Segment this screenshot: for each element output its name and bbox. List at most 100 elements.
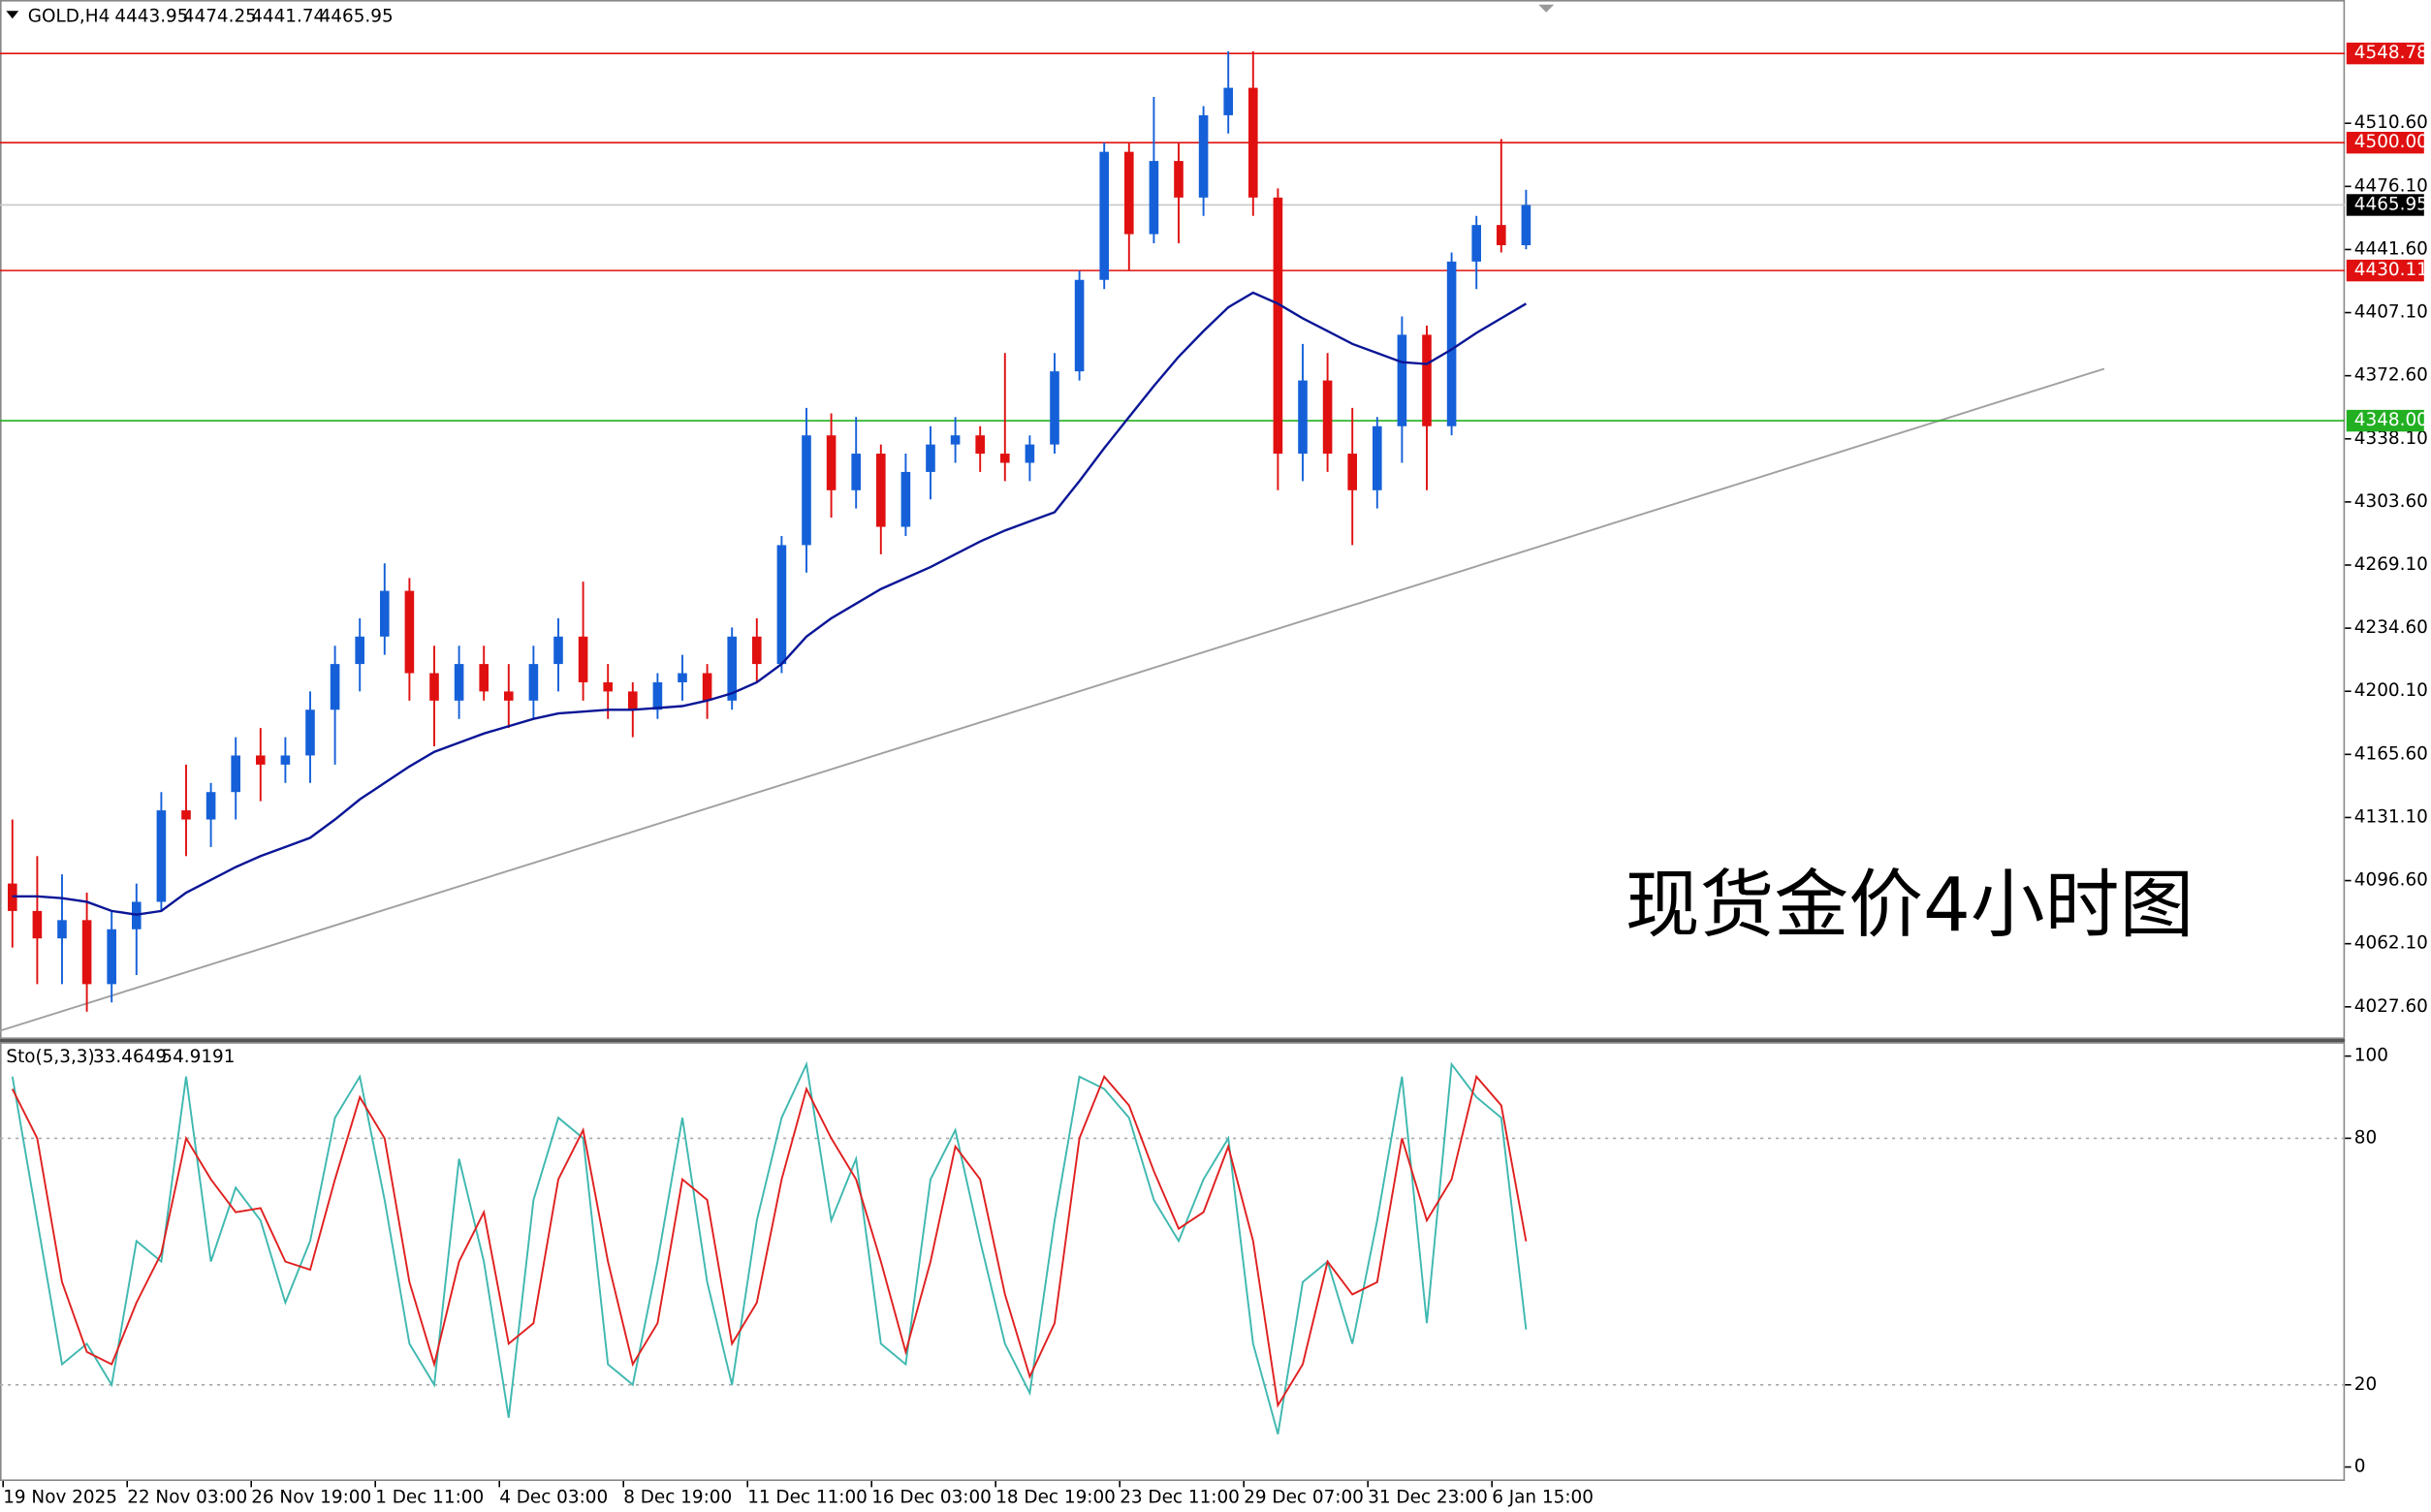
candle-body <box>205 792 216 820</box>
y-tick-label: 0 <box>2354 1457 2366 1477</box>
candle-body <box>926 444 935 472</box>
x-tick-label: 29 Dec 07:00 <box>1244 1488 1364 1508</box>
x-tick-label: 19 Nov 2025 <box>3 1488 117 1508</box>
y-tick-label: 4200.10 <box>2354 680 2428 701</box>
osc-title: Sto(5,3,3) <box>6 1047 94 1067</box>
candle-body <box>181 810 191 820</box>
candle-body <box>231 755 240 793</box>
x-tick-label: 18 Dec 19:00 <box>995 1488 1116 1508</box>
y-tick-label: 20 <box>2354 1374 2377 1395</box>
candle-body <box>330 664 340 710</box>
ohlc-low: 4441.74 <box>251 7 325 27</box>
candle-body <box>1198 114 1209 198</box>
ohlc-close: 4465.95 <box>320 7 394 27</box>
candle-body <box>1397 334 1407 426</box>
osc-main-value: 33.4649 <box>93 1047 167 1067</box>
candle-body <box>900 471 911 527</box>
price-label: 4500.00 <box>2354 132 2428 152</box>
x-tick-label: 23 Dec 11:00 <box>1120 1488 1240 1508</box>
candle-body <box>1322 380 1333 455</box>
y-tick-label: 80 <box>2354 1127 2377 1148</box>
candle-body <box>1273 197 1283 455</box>
osc-line <box>11 1060 1528 1434</box>
axes: 4510.60 4476.10 4441.60 4407.10 4372.60 4338.… <box>2 42 2428 1508</box>
y-tick-label: 4303.60 <box>2354 491 2428 512</box>
candle-body <box>628 691 638 710</box>
price-label-bg <box>2346 409 2424 432</box>
x-tick-label: 31 Dec 23:00 <box>1368 1488 1488 1508</box>
y-tick-label: 4096.60 <box>2354 870 2428 891</box>
candle-body <box>1497 225 1506 245</box>
candle-body <box>678 673 687 682</box>
candle-body <box>603 681 613 692</box>
candle-body <box>802 435 811 546</box>
scroll-marker <box>1538 4 1555 13</box>
x-tick-label: 16 Dec 03:00 <box>871 1488 992 1508</box>
candle-body <box>727 636 737 701</box>
candle-body <box>876 454 886 527</box>
price-plot <box>0 50 2346 1032</box>
symbol-title: GOLD,H4 <box>28 7 110 27</box>
candle-body <box>305 709 315 756</box>
candle-body <box>1174 161 1184 198</box>
x-tick-label: 26 Nov 19:00 <box>251 1488 371 1508</box>
y-tick-label: 4062.10 <box>2354 933 2428 954</box>
candle-body <box>479 664 489 692</box>
price-label-bg <box>2346 194 2424 216</box>
symbol-menu[interactable] <box>6 11 19 19</box>
y-tick-label: 4269.10 <box>2354 554 2428 575</box>
y-tick-label: 4165.60 <box>2354 743 2428 764</box>
osc-signal-value: 54.9191 <box>161 1047 235 1067</box>
candle-body <box>429 673 439 701</box>
price-label-bg <box>2346 259 2424 282</box>
candle-body <box>32 910 43 939</box>
candle-body <box>1050 371 1059 445</box>
y-tick-label: 100 <box>2354 1046 2388 1066</box>
x-tick-label: 22 Nov 03:00 <box>127 1488 247 1508</box>
candle-body <box>1298 380 1308 455</box>
candle-body <box>528 664 539 701</box>
x-tick-label: 1 Dec 11:00 <box>375 1488 484 1508</box>
candle-body <box>107 929 116 985</box>
candle-body <box>826 435 837 490</box>
candle-body <box>851 454 861 490</box>
candle-body <box>950 435 961 445</box>
candle-body <box>1000 454 1010 463</box>
price-label: 4348.00 <box>2354 410 2428 430</box>
osc-line <box>11 1074 1528 1408</box>
candle-body <box>380 590 390 637</box>
price-label: 4465.95 <box>2354 194 2428 214</box>
moving-average <box>12 291 1528 916</box>
candle-body <box>1149 161 1159 235</box>
candle-body <box>975 435 985 455</box>
candle-body <box>404 590 415 674</box>
price-label-bg <box>2346 132 2424 154</box>
candle-body <box>1446 261 1457 426</box>
candle-body <box>1124 151 1134 235</box>
price-label-bg <box>2346 42 2424 65</box>
y-tick-label: 4476.10 <box>2354 175 2428 196</box>
candle-body <box>1422 334 1432 426</box>
price-pane-border <box>0 0 2346 1039</box>
candle-body <box>553 636 563 665</box>
osc-pane-border <box>0 1042 2346 1482</box>
candle-body <box>504 691 514 701</box>
y-tick-label: 4338.10 <box>2354 428 2428 449</box>
y-tick-label: 4131.10 <box>2354 806 2428 827</box>
ohlc-high: 4474.25 <box>183 7 257 27</box>
x-tick-label: 4 Dec 03:00 <box>499 1488 608 1508</box>
candle-body <box>156 810 167 902</box>
candle-body <box>1025 444 1035 463</box>
candle-body <box>256 755 266 765</box>
candle-body <box>1223 87 1233 115</box>
candle-body <box>752 636 762 665</box>
candle-body <box>280 755 291 765</box>
candle-body <box>57 920 67 939</box>
candle-body <box>1347 454 1357 490</box>
candle-body <box>355 636 364 665</box>
y-tick-label: 4234.60 <box>2354 617 2428 638</box>
y-tick-label: 4441.60 <box>2354 238 2428 259</box>
price-label: 4430.11 <box>2354 260 2428 280</box>
candle-body <box>652 681 663 710</box>
